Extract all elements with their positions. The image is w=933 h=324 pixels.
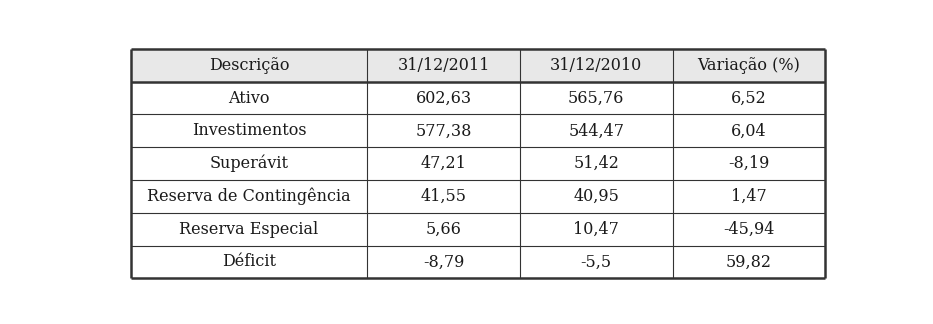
Text: 31/12/2011: 31/12/2011 [397,57,490,74]
Text: 10,47: 10,47 [573,221,620,238]
Text: 31/12/2010: 31/12/2010 [550,57,642,74]
Text: Descrição: Descrição [209,57,289,74]
Text: Déficit: Déficit [222,253,276,271]
Text: -8,79: -8,79 [423,253,464,271]
Text: 59,82: 59,82 [726,253,772,271]
Text: 565,76: 565,76 [568,89,624,107]
Text: Reserva Especial: Reserva Especial [179,221,319,238]
Text: 1,47: 1,47 [731,188,767,205]
Text: Variação (%): Variação (%) [698,57,801,74]
Text: 51,42: 51,42 [573,155,620,172]
Text: 5,66: 5,66 [425,221,462,238]
Text: 6,52: 6,52 [731,89,767,107]
Text: -5,5: -5,5 [580,253,612,271]
Text: -8,19: -8,19 [728,155,770,172]
Text: Investimentos: Investimentos [192,122,306,139]
Text: Superávit: Superávit [210,155,288,172]
Text: 40,95: 40,95 [573,188,620,205]
Text: 602,63: 602,63 [415,89,471,107]
Text: 544,47: 544,47 [568,122,624,139]
Text: 41,55: 41,55 [421,188,466,205]
Text: Ativo: Ativo [229,89,270,107]
Text: Reserva de Contingência: Reserva de Contingência [147,188,351,205]
Text: 47,21: 47,21 [421,155,466,172]
Text: 577,38: 577,38 [415,122,472,139]
Text: -45,94: -45,94 [723,221,774,238]
Text: 6,04: 6,04 [731,122,767,139]
